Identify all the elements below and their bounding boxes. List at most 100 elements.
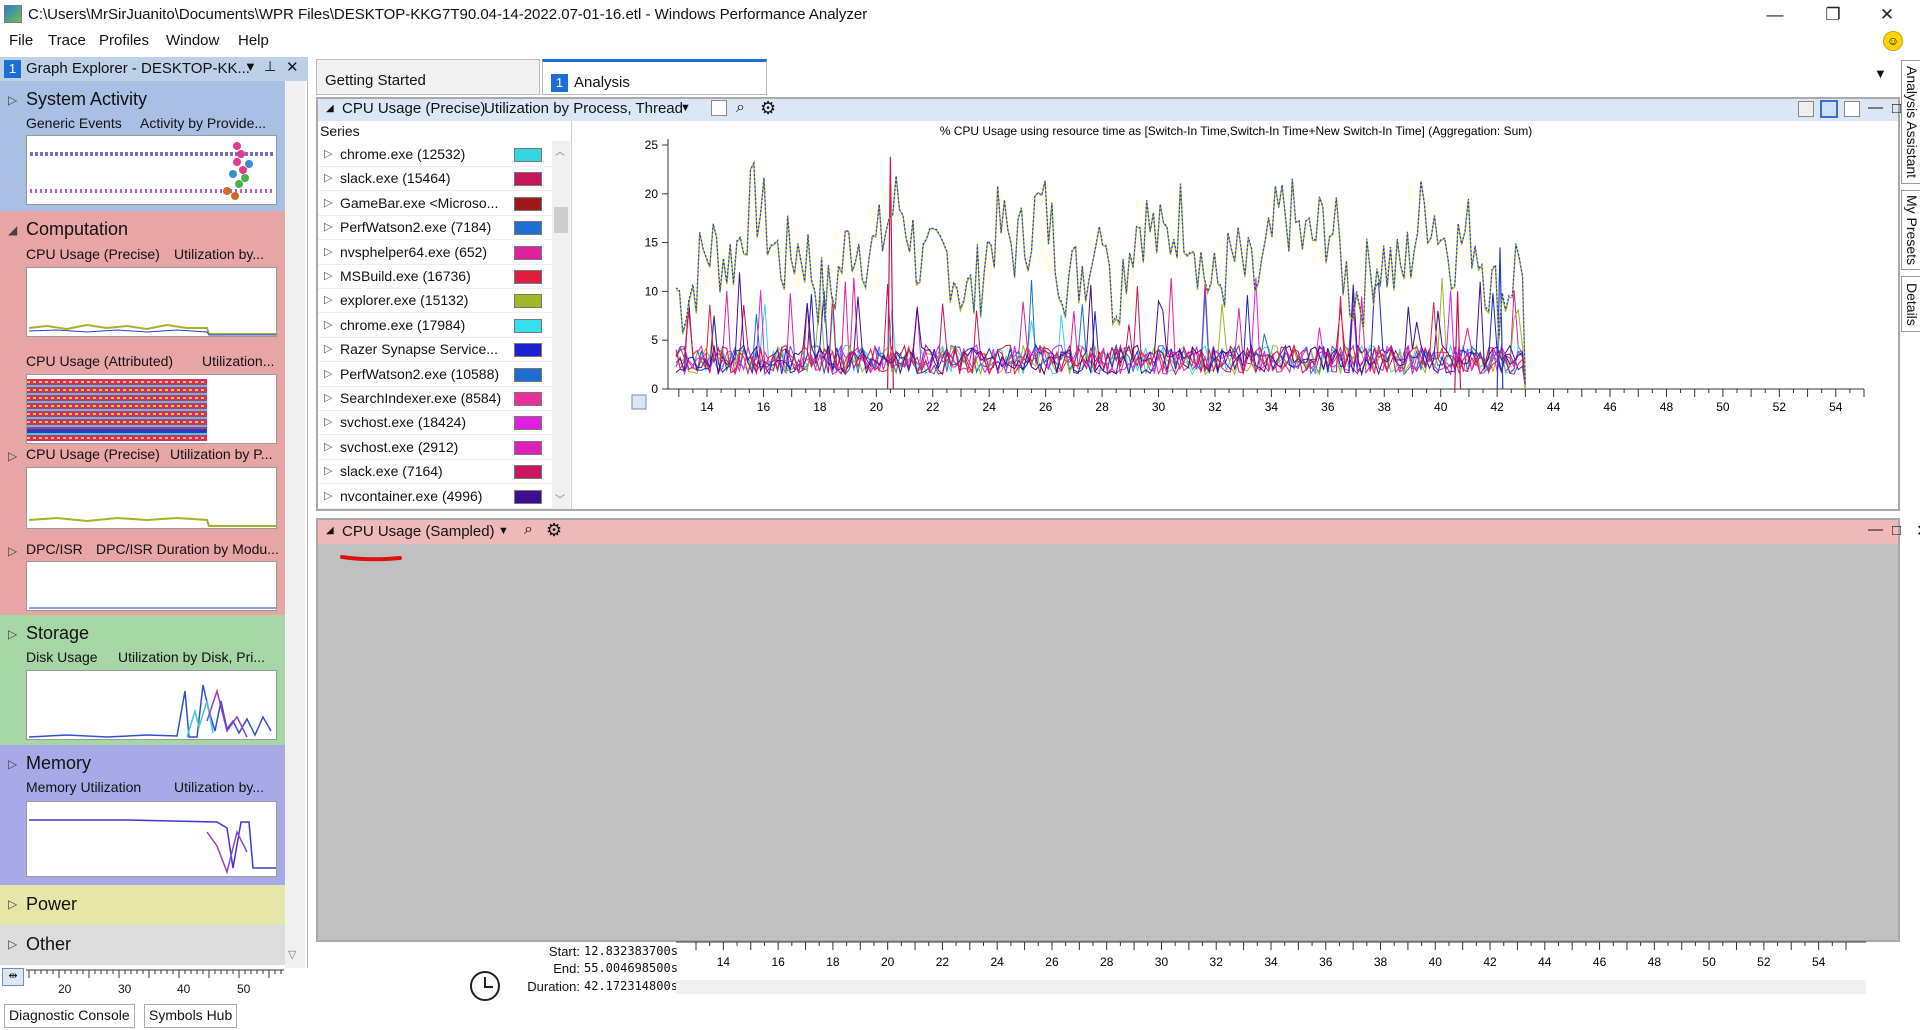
zoom-to-fit-icon[interactable]: ⇹ bbox=[2, 968, 24, 986]
chevron-down-icon[interactable]: ▼ bbox=[680, 102, 691, 114]
chart-svg[interactable]: % CPU Usage using resource time as [Swit… bbox=[574, 121, 1898, 509]
series-row[interactable]: ▷ svchost.exe (18424) bbox=[318, 411, 571, 436]
series-color-swatch[interactable] bbox=[514, 245, 542, 260]
maximize-button[interactable]: ❐ bbox=[1825, 5, 1841, 24]
expand-icon[interactable]: ▷ bbox=[324, 148, 333, 160]
expand-icon[interactable]: ▷ bbox=[8, 897, 18, 911]
expand-icon[interactable]: ▷ bbox=[8, 449, 18, 463]
series-row[interactable]: ▷ GameBar.exe <Microso... bbox=[318, 192, 571, 216]
series-color-swatch[interactable] bbox=[514, 221, 542, 236]
collapse-icon[interactable]: ◢ bbox=[326, 525, 334, 536]
series-color-swatch[interactable] bbox=[514, 489, 542, 504]
expand-icon[interactable]: ▷ bbox=[8, 627, 18, 641]
analysis-assistant-tab[interactable]: Analysis Assistant bbox=[1901, 60, 1920, 184]
dpc-isr-thumbnail[interactable] bbox=[26, 561, 277, 611]
graph-table-view-icon[interactable] bbox=[1844, 101, 1860, 117]
collapse-icon[interactable]: ◢ bbox=[8, 223, 18, 237]
search-icon[interactable]: ⌕ bbox=[524, 521, 533, 538]
expand-icon[interactable]: ▷ bbox=[324, 489, 333, 502]
series-color-swatch[interactable] bbox=[514, 196, 542, 211]
expand-icon[interactable]: ▷ bbox=[324, 221, 333, 234]
expand-icon[interactable]: ▷ bbox=[324, 270, 333, 282]
maximize-panel-icon[interactable]: □ bbox=[1892, 522, 1902, 539]
expand-icon[interactable]: ▷ bbox=[324, 196, 333, 209]
clock-icon[interactable] bbox=[470, 971, 500, 1001]
minimize-panel-icon[interactable]: — bbox=[1868, 521, 1883, 538]
cpu-usage-chart[interactable]: % CPU Usage using resource time as [Swit… bbox=[574, 121, 1898, 509]
expand-icon[interactable]: ▷ bbox=[8, 544, 18, 558]
series-row[interactable]: ▷ PerfWatson2.exe (7184) bbox=[318, 216, 571, 241]
series-row[interactable]: ▷ slack.exe (15464) bbox=[318, 167, 571, 192]
feedback-smiley-icon[interactable]: ☺ bbox=[1883, 31, 1903, 51]
expand-icon[interactable]: ▷ bbox=[324, 318, 333, 331]
collapse-icon[interactable]: ◢ bbox=[326, 103, 334, 114]
minimize-button[interactable]: — bbox=[1766, 5, 1784, 24]
cpu-precise-process-thumbnail[interactable] bbox=[26, 467, 277, 529]
zoom-to-fit-icon[interactable] bbox=[631, 394, 647, 410]
series-row[interactable]: ▷ svchost.exe (2912) bbox=[318, 436, 571, 460]
cpu-attributed-thumbnail[interactable] bbox=[26, 374, 277, 444]
series-row[interactable]: ▷ SearchIndexer.exe (8584) bbox=[318, 387, 571, 411]
graph-view-icon[interactable] bbox=[1820, 100, 1838, 118]
timeline-scrollbar[interactable] bbox=[676, 980, 1866, 994]
expand-icon[interactable]: ▷ bbox=[324, 367, 333, 380]
series-scrollbar[interactable]: ︿ ﹀ bbox=[552, 141, 570, 509]
pin-icon[interactable]: ⊥ bbox=[264, 58, 277, 74]
series-color-swatch[interactable] bbox=[514, 172, 542, 187]
menu-profiles[interactable]: Profiles bbox=[99, 32, 150, 49]
series-color-swatch[interactable] bbox=[514, 343, 542, 358]
series-row[interactable]: ▷ slack.exe (7164) bbox=[318, 460, 571, 485]
series-color-swatch[interactable] bbox=[514, 440, 542, 455]
minimize-panel-icon[interactable]: — bbox=[1868, 99, 1883, 116]
series-row[interactable]: ▷ chrome.exe (12532) bbox=[318, 143, 571, 167]
close-panel-icon[interactable]: ✕ bbox=[286, 59, 299, 76]
menu-window[interactable]: Window bbox=[166, 32, 220, 49]
series-row[interactable]: ▷ nvsphelper64.exe (652) bbox=[318, 241, 571, 265]
gear-icon[interactable]: ⚙ bbox=[760, 98, 777, 118]
menu-trace[interactable]: Trace bbox=[48, 32, 86, 49]
scroll-down-icon[interactable]: ﹀ bbox=[555, 495, 565, 506]
menu-file[interactable]: File bbox=[9, 32, 34, 49]
graph-explorer-scrollbar[interactable]: ▽ bbox=[285, 81, 305, 972]
expand-icon[interactable]: ▷ bbox=[324, 416, 333, 429]
panel1-preset-dropdown[interactable]: Utilization by Process, Thread bbox=[484, 100, 683, 117]
graph-type-icon[interactable] bbox=[711, 100, 727, 116]
memory-utilization-thumbnail[interactable] bbox=[26, 801, 277, 877]
series-row[interactable]: ▷ explorer.exe (15132) bbox=[318, 289, 571, 314]
symbols-hub-button[interactable]: Symbols Hub bbox=[144, 1004, 238, 1028]
search-icon[interactable]: ⌕ bbox=[736, 99, 745, 116]
expand-icon[interactable]: ▷ bbox=[324, 294, 333, 307]
tab-overflow-icon[interactable]: ▼ bbox=[1874, 66, 1887, 81]
table-view-icon[interactable] bbox=[1798, 101, 1814, 117]
series-row[interactable]: ▷ nvcontainer.exe (4996) bbox=[318, 485, 571, 509]
series-color-swatch[interactable] bbox=[514, 465, 542, 480]
series-color-swatch[interactable] bbox=[514, 392, 542, 406]
tab-analysis[interactable]: 1 Analysis bbox=[542, 59, 767, 95]
close-button[interactable]: ✕ bbox=[1879, 5, 1895, 24]
series-color-swatch[interactable] bbox=[514, 416, 542, 431]
scroll-up-icon[interactable]: ︿ bbox=[555, 147, 565, 158]
maximize-panel-icon[interactable]: □ bbox=[1892, 100, 1902, 117]
timeline-axis[interactable]: 14 16 18 20 22 24 26 28 30 32 34 36 38 40 42 44 46 48 50 52… bbox=[676, 940, 1876, 1002]
expand-icon[interactable]: ▷ bbox=[324, 343, 333, 356]
expand-icon[interactable]: ▷ bbox=[324, 465, 333, 478]
tab-getting-started[interactable]: Getting Started bbox=[316, 59, 540, 95]
expand-icon[interactable]: ▷ bbox=[8, 93, 18, 107]
series-color-swatch[interactable] bbox=[514, 318, 542, 333]
my-presets-tab[interactable]: My Presets bbox=[1901, 190, 1920, 270]
series-color-swatch[interactable] bbox=[514, 294, 542, 309]
scroll-thumb[interactable] bbox=[554, 207, 568, 233]
expand-icon[interactable]: ▷ bbox=[324, 245, 333, 258]
series-color-swatch[interactable] bbox=[514, 148, 542, 162]
series-row[interactable]: ▷ PerfWatson2.exe (10588) bbox=[318, 363, 571, 387]
series-row[interactable]: ▷ Razer Synapse Service... bbox=[318, 338, 571, 363]
menu-help[interactable]: Help bbox=[238, 32, 269, 49]
scroll-down-icon[interactable]: ▽ bbox=[288, 949, 297, 961]
details-tab[interactable]: Details bbox=[1901, 276, 1920, 332]
expand-icon[interactable]: ▷ bbox=[324, 172, 333, 185]
expand-icon[interactable]: ▷ bbox=[8, 757, 18, 771]
diagnostic-console-button[interactable]: Diagnostic Console bbox=[4, 1004, 135, 1028]
generic-events-thumbnail[interactable] bbox=[26, 135, 277, 205]
series-row[interactable]: ▷ chrome.exe (17984) bbox=[318, 314, 571, 338]
close-panel-icon[interactable]: ✕ bbox=[1916, 521, 1920, 541]
